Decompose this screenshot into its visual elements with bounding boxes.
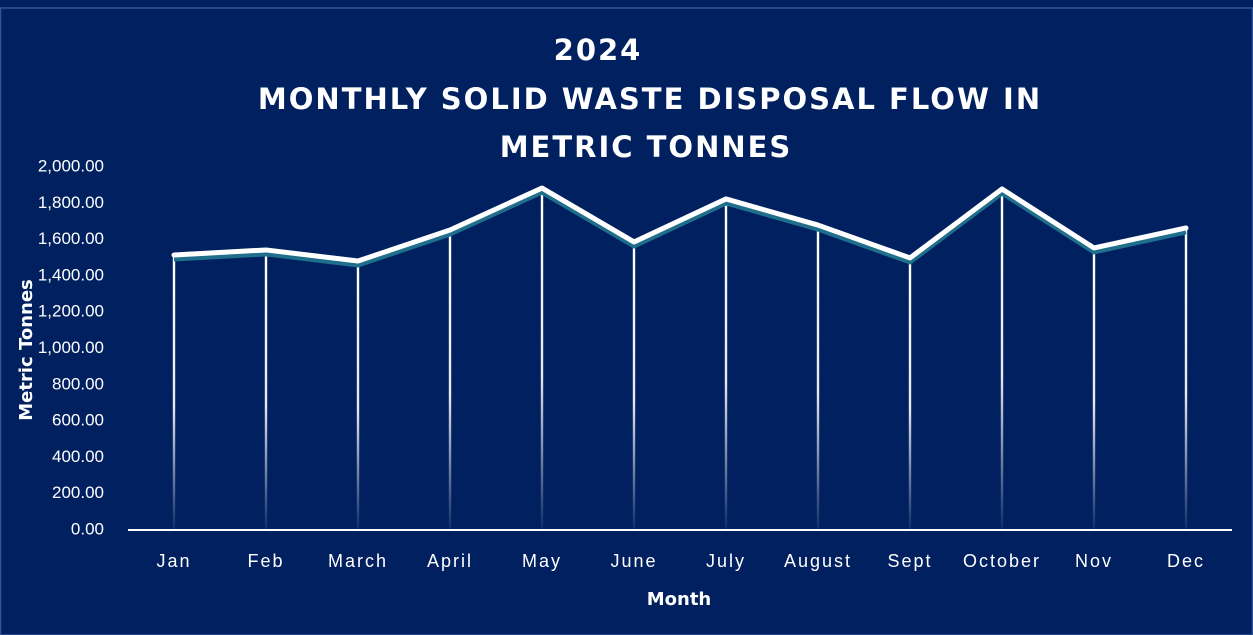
drop-line bbox=[816, 225, 820, 530]
drop-line bbox=[448, 229, 452, 530]
x-tick-label: July bbox=[706, 551, 746, 571]
x-tick-label: Feb bbox=[247, 551, 284, 571]
y-tick-label: 200.00 bbox=[52, 483, 104, 502]
drop-line bbox=[632, 241, 636, 530]
y-tick-label: 1,800.00 bbox=[38, 193, 104, 212]
x-axis-label: Month bbox=[647, 589, 712, 610]
x-tick-label: Dec bbox=[1167, 551, 1205, 571]
drop-line bbox=[172, 255, 176, 530]
chart-title: 2024 bbox=[554, 33, 643, 67]
drop-line bbox=[1184, 227, 1188, 530]
y-tick-label: 0.00 bbox=[71, 519, 104, 538]
y-tick-label: 1,400.00 bbox=[38, 265, 104, 284]
y-tick-label: 2,000.00 bbox=[38, 156, 104, 175]
x-tick-label: Nov bbox=[1075, 551, 1113, 571]
x-tick-label: October bbox=[963, 551, 1041, 571]
y-tick-label: 800.00 bbox=[52, 374, 104, 393]
drop-line bbox=[540, 188, 544, 530]
x-tick-label: Jan bbox=[156, 551, 191, 571]
line bbox=[171, 185, 1189, 264]
x-tick-label: August bbox=[784, 551, 852, 571]
drop-line bbox=[264, 249, 268, 530]
x-tick-label: June bbox=[610, 551, 657, 571]
drop-line bbox=[356, 261, 360, 530]
y-tick-label: 1,600.00 bbox=[38, 229, 104, 248]
chart-title: MONTHLY SOLID WASTE DISPOSAL FLOW IN bbox=[258, 82, 1042, 116]
x-tick-label: March bbox=[328, 551, 388, 571]
y-tick-label: 600.00 bbox=[52, 411, 104, 430]
drop-line bbox=[1092, 247, 1096, 530]
y-tick-label: 1,000.00 bbox=[38, 338, 104, 357]
drop-line bbox=[1000, 188, 1004, 531]
line-shadow bbox=[173, 189, 1187, 268]
x-tick-label: May bbox=[522, 551, 562, 571]
y-axis-label: Metric Tonnes bbox=[16, 279, 37, 421]
x-tick-label: April bbox=[427, 551, 473, 571]
chart-title: METRIC TONNES bbox=[500, 130, 793, 164]
drop-line bbox=[724, 198, 728, 530]
x-tick-label: Sept bbox=[887, 551, 932, 571]
drop-line bbox=[908, 257, 912, 530]
y-tick-label: 1,200.00 bbox=[38, 302, 104, 321]
y-tick-label: 400.00 bbox=[52, 447, 104, 466]
